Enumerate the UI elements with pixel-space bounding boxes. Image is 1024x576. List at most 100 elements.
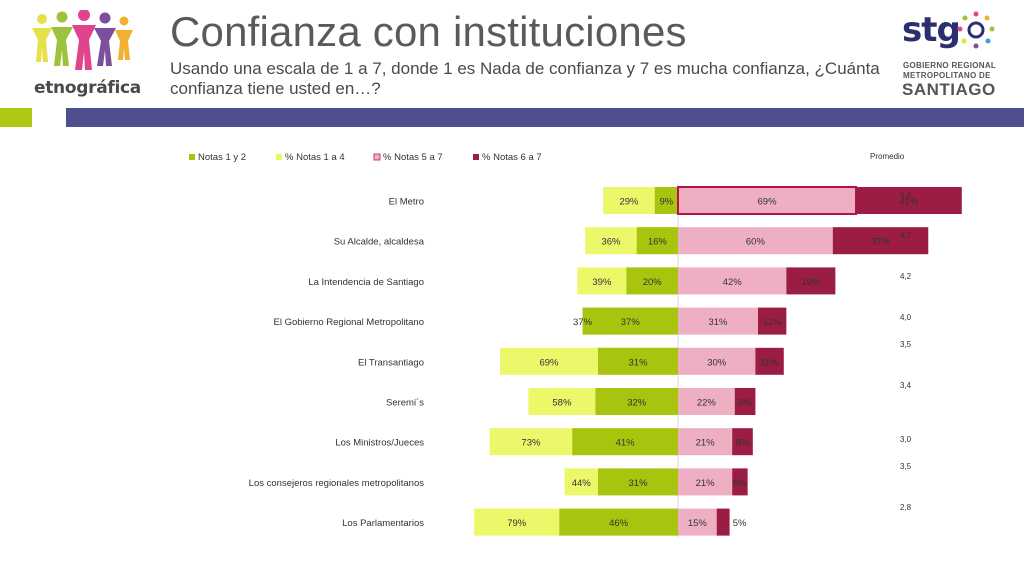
legend-label: % Notas 5 a 7 (383, 152, 443, 163)
data-label-notas-5-a-7: 60% (746, 237, 766, 248)
data-label-notas-6-a-7: 8% (736, 438, 750, 449)
data-label-notas-1-y-2: 16% (648, 237, 668, 248)
stg-line-1: GOBIERNO REGIONAL (903, 61, 997, 70)
stg-line-3: SANTIAGO (902, 80, 996, 99)
legend-swatch (373, 153, 381, 161)
bar-notas-5-a-7 (678, 468, 733, 496)
data-label-notas-1-y-2: 32% (627, 398, 647, 409)
header-band-blue (66, 108, 1024, 127)
bar-notas-6-a-7 (716, 508, 730, 536)
data-label-notas-1-a-4: 29% (619, 197, 639, 208)
data-label-notas-5-a-7: 21% (696, 478, 716, 489)
data-label-notas-1-y-2: 31% (629, 478, 649, 489)
data-label-notas-1-a-4: 39% (592, 277, 612, 288)
category-label: El Gobierno Regional Metropolitano (273, 317, 424, 328)
category-label: Seremi´s (386, 398, 424, 409)
data-label-notas-1-a-4: 79% (507, 518, 527, 529)
data-label-notas-1-y-2: 9% (660, 197, 674, 208)
bar-notas-5-a-7 (678, 227, 833, 255)
data-label-notas-6-a-7: 37% (871, 237, 891, 248)
bar-notas-5-a-7 (677, 186, 858, 215)
data-label-notas-6-a-7: 11% (760, 357, 779, 368)
bar-notas-1-y-2 (598, 468, 678, 496)
data-label-notas-1-a-4: 44% (572, 478, 592, 489)
promedio-value: 3,0 (900, 435, 912, 444)
bar-notas-6-a-7 (856, 187, 962, 214)
bar-notas-6-a-7 (732, 428, 753, 456)
page-title: Confianza con instituciones (170, 8, 687, 55)
data-label-notas-1-a-4: 69% (539, 357, 559, 368)
promedio-value: 3,5 (900, 462, 912, 471)
category-label: La Intendencia de Santiago (308, 277, 424, 288)
promedio-value: 4,2 (900, 272, 912, 281)
promedio-value: 3,4 (900, 381, 912, 390)
bar-notas-6-a-7 (757, 307, 787, 335)
stg-line-2: METROPOLITANO DE (903, 71, 991, 80)
header-band-green (0, 108, 32, 127)
data-label-notas-1-y-2: 37% (621, 317, 641, 328)
bar-notas-1-y-2 (636, 227, 678, 255)
bar-notas-5-a-7 (678, 428, 733, 456)
bar-notas-1-y-2 (598, 347, 678, 375)
data-label-notas-5-a-7: 21% (696, 438, 716, 449)
data-label-notas-5-a-7: 69% (758, 197, 778, 208)
data-label-notas-6-a-7: 6% (733, 478, 747, 489)
data-label-notas-1-y-2: 46% (609, 518, 629, 529)
bar-notas-1-y-2 (559, 508, 678, 536)
bar-notas-6-a-7 (755, 347, 784, 375)
promedio-value: 4,0 (900, 313, 912, 322)
data-label-notas-1-y-2: 41% (616, 438, 636, 449)
bar-notas-6-a-7 (832, 227, 929, 255)
promedio-value: 3,5 (900, 340, 912, 349)
data-label-notas-1-a-4: 36% (601, 237, 621, 248)
promedio-value: 5,0 (900, 191, 912, 200)
data-label-notas-6-a-7: 11% (763, 317, 782, 328)
category-label: Su Alcalde, alcaldesa (334, 237, 425, 248)
promedio-value: 4,7 (900, 231, 912, 240)
bar-notas-1-y-2 (572, 428, 678, 456)
bar-notas-5-a-7 (678, 508, 717, 536)
legend-swatch (276, 154, 282, 160)
stg-wordmark: stg (902, 10, 961, 50)
data-label-notas-1-y-2: 31% (629, 357, 649, 368)
category-label: Los consejeros regionales metropolitanos (249, 478, 425, 489)
data-label-notas-6-a-7: 8% (738, 398, 752, 409)
bar-notas-1-y-2 (582, 307, 678, 335)
bar-notas-1-y-2 (654, 187, 678, 214)
bar-notas-6-a-7 (732, 468, 748, 496)
data-label-notas-5-a-7: 22% (697, 398, 717, 409)
bar-notas-6-a-7 (786, 267, 836, 295)
people-figures-icon (32, 9, 133, 70)
bar-notas-5-a-7 (678, 307, 758, 335)
legend-label: % Notas 1 a 4 (285, 152, 345, 163)
category-label: Los Ministros/Jueces (335, 438, 424, 449)
category-label: El Transantiago (358, 357, 424, 368)
data-label-notas-6-a-7: 5% (733, 518, 747, 529)
legend-label: % Notas 6 a 7 (482, 152, 542, 163)
category-label: Los Parlamentarios (342, 518, 424, 529)
data-label-notas-6-a-7: 41% (899, 197, 919, 208)
page-subtitle: Usando una escala de 1 a 7, donde 1 es N… (170, 59, 880, 98)
data-label-notas-5-a-7: 31% (708, 317, 728, 328)
sun-burst-icon (957, 11, 995, 49)
data-label-notas-5-a-7: 42% (723, 277, 743, 288)
data-label-notas-1-a-4: 58% (552, 398, 572, 409)
data-label-notas-1-a-4: 73% (521, 438, 541, 449)
data-label-notas-1-y-2: 20% (643, 277, 663, 288)
legend-swatch (189, 154, 195, 160)
bar-notas-1-y-2 (595, 388, 678, 415)
bar-notas-5-a-7 (678, 347, 756, 375)
legend-label: Notas 1 y 2 (198, 152, 246, 163)
bar-notas-5-a-7 (678, 267, 787, 295)
bar-notas-5-a-7 (678, 388, 735, 415)
promedio-value: 2,8 (900, 503, 912, 512)
data-label-notas-1-a-4: 37% (573, 317, 593, 328)
data-label-notas-5-a-7: 15% (688, 518, 708, 529)
brand-name: etnográfica (34, 78, 141, 98)
bar-notas-1-y-2 (626, 267, 678, 295)
data-label-notas-6-a-7: 19% (801, 277, 821, 288)
category-label: El Metro (389, 197, 424, 208)
etnografica-logo: etnográfica (28, 9, 148, 98)
stg-logo: stg GOBIERNO REGIONAL METROPOLITANO DE S… (888, 8, 1008, 100)
legend-swatch (473, 154, 479, 160)
